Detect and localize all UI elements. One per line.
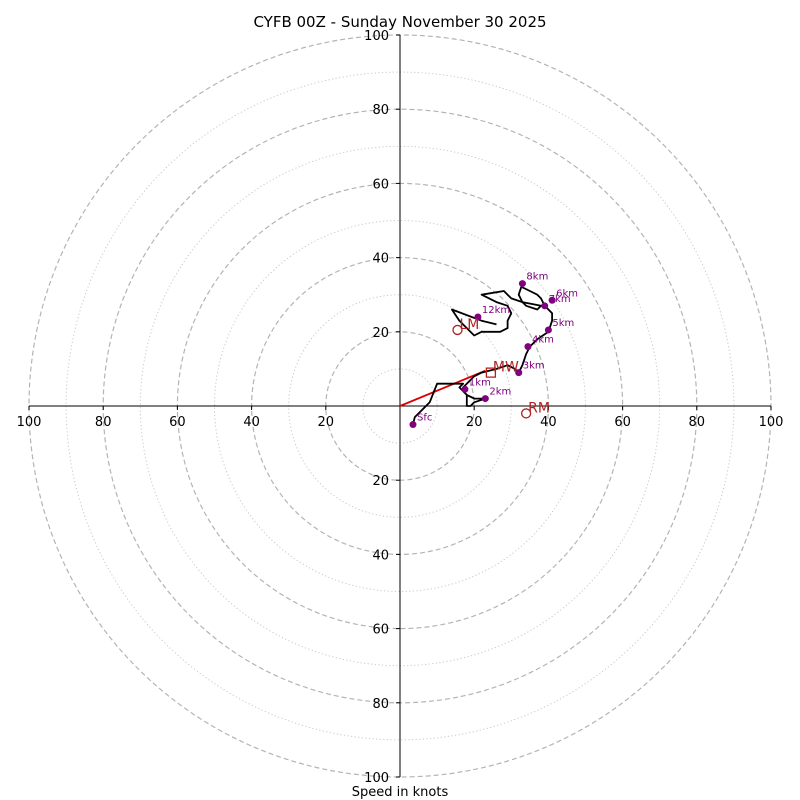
y-tick-label: 80: [372, 697, 389, 712]
y-tick-label: 20: [372, 326, 389, 341]
height-marker-7km: [541, 302, 549, 310]
storm-marker-rm: [520, 408, 532, 419]
height-marker-label: 12km: [482, 305, 510, 316]
height-marker-5km: [544, 326, 552, 334]
y-tick-label: 100: [364, 771, 389, 786]
chart-title: CYFB 00Z - Sunday November 30 2025: [253, 13, 546, 31]
y-tick-label: 60: [372, 177, 389, 192]
x-tick-label: 20: [466, 415, 483, 430]
height-marker-Sfc: [409, 421, 417, 429]
x-tick-label: 60: [614, 415, 631, 430]
y-tick-label: 40: [372, 548, 389, 563]
height-marker-3km: [515, 369, 523, 377]
storm-marker-lm: [452, 324, 463, 336]
storm-marker-mw: [485, 367, 497, 378]
axis-tick-labels: 20 20 20 20 40 40 40 40 60 60 60 60 80 80 80 80 100 100 10…: [17, 29, 784, 786]
storm-motion-markers: LM RM MW: [452, 317, 550, 419]
y-tick-label: 20: [372, 474, 389, 489]
storm-marker-lm-label: LM: [460, 317, 480, 333]
x-tick-label: 100: [759, 415, 784, 430]
height-marker-8km: [518, 280, 526, 288]
storm-marker-mw-label: MW: [493, 360, 519, 376]
storm-marker-rm-label: RM: [528, 400, 550, 416]
y-tick-label: 40: [372, 252, 389, 267]
shear-vector-line: [399, 369, 486, 407]
height-marker-2km: [481, 395, 489, 403]
height-marker-label: 5km: [552, 318, 574, 329]
height-marker-4km: [524, 343, 532, 351]
height-marker-label: 2km: [489, 387, 511, 398]
x-tick-label: 60: [169, 415, 186, 430]
hodograph-trace-line: [412, 282, 553, 425]
x-tick-label: 20: [318, 415, 335, 430]
height-marker-label: 4km: [532, 335, 554, 346]
x-tick-label: 80: [95, 415, 112, 430]
height-marker-label: 7km: [549, 294, 571, 305]
y-tick-label: 100: [364, 29, 389, 44]
height-marker-label: Sfc: [417, 413, 432, 424]
x-axis-label: Speed in knots: [352, 785, 449, 800]
hodograph-trace: [412, 282, 553, 425]
x-tick-label: 40: [243, 415, 260, 430]
height-marker-12km: [474, 313, 482, 321]
height-marker-6km: [548, 296, 556, 304]
height-marker-label: 3km: [523, 361, 545, 372]
y-tick-label: 60: [372, 623, 389, 638]
height-marker-label: 6km: [556, 288, 578, 299]
height-marker-1km: [461, 385, 469, 393]
x-tick-label: 100: [17, 415, 42, 430]
height-marker-label: 1km: [469, 377, 491, 388]
x-tick-label: 80: [689, 415, 706, 430]
height-marker-label: 8km: [526, 272, 548, 283]
y-tick-label: 80: [372, 103, 389, 118]
shear-vector: [399, 369, 486, 407]
x-tick-label: 40: [540, 415, 557, 430]
